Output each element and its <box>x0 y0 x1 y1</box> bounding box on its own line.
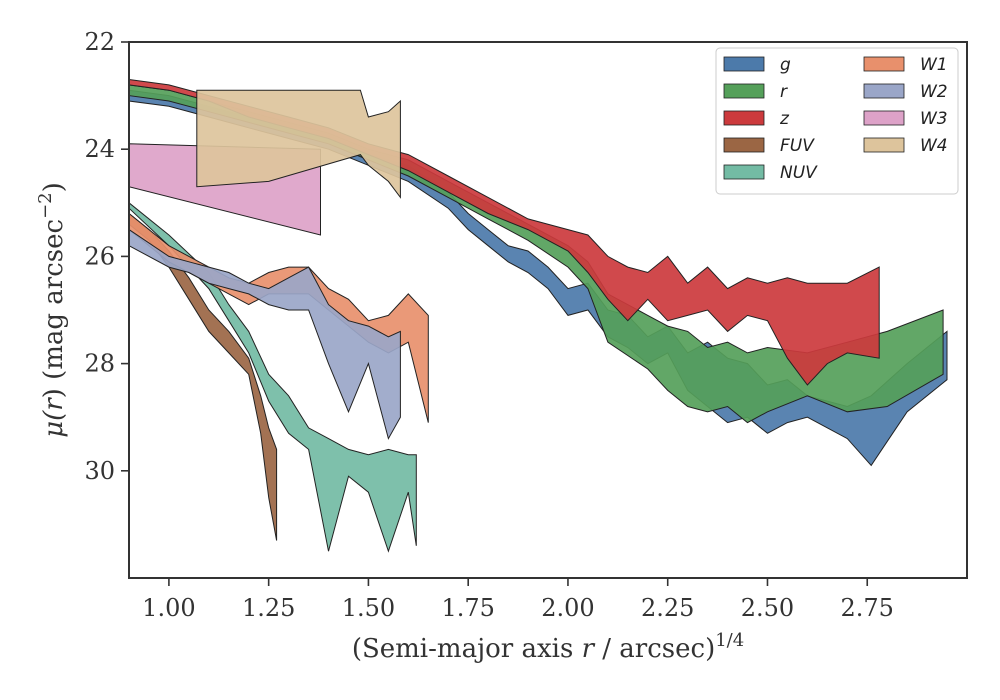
legend-swatch-w1 <box>863 56 905 72</box>
y-tick-label: 28 <box>84 350 115 378</box>
x-tick-label: 2.25 <box>641 594 694 622</box>
y-axis-ticks: 22 24 26 28 30 <box>84 28 129 485</box>
legend-swatch-w2 <box>863 83 905 99</box>
y-tick-label: 30 <box>84 457 115 485</box>
legend-swatch-fuv <box>723 137 765 153</box>
legend-swatch-z <box>723 110 765 126</box>
legend-label-z: z <box>779 109 790 129</box>
legend-swatch-w4 <box>863 137 905 153</box>
legend-swatch-g <box>723 56 765 72</box>
y-axis-label: μ(r) (mag arcsec−2) <box>35 182 69 438</box>
legend-label-w1: W1 <box>920 55 948 75</box>
x-tick-label: 1.75 <box>441 594 494 622</box>
x-axis-ticks: 1.00 1.25 1.50 1.75 2.00 2.25 2.50 2.75 <box>142 578 894 622</box>
legend-swatch-w3 <box>863 110 905 126</box>
legend-label-w4: W4 <box>920 136 948 156</box>
x-axis-label: (Semi-major axis r / arcsec)1/4 <box>352 630 744 664</box>
x-tick-label: 2.75 <box>841 594 894 622</box>
legend-label-r: r <box>780 82 788 102</box>
legend-items: grz FUV NUV W1 W2 W3 W4 <box>723 55 948 183</box>
legend-label-nuv: NUV <box>780 163 818 183</box>
series-area-w4 <box>196 89 401 199</box>
series-area-fuv <box>128 212 278 541</box>
legend-label-w2: W2 <box>920 82 948 102</box>
x-tick-label: 2.50 <box>741 594 794 622</box>
legend: grz FUV NUV W1 W2 W3 W4 <box>715 47 959 195</box>
x-tick-label: 1.00 <box>142 594 195 622</box>
y-tick-label: 22 <box>84 28 115 56</box>
series-area-nuv <box>128 201 417 553</box>
series-areas <box>128 78 948 553</box>
legend-label-fuv: FUV <box>780 136 815 156</box>
legend-swatch-nuv <box>723 164 765 180</box>
legend-label-w3: W3 <box>920 109 948 129</box>
x-tick-label: 1.50 <box>342 594 395 622</box>
x-tick-label: 2.00 <box>541 594 594 622</box>
plot-frame <box>128 41 968 579</box>
legend-swatch-r <box>723 83 765 99</box>
series-area-z <box>128 78 880 386</box>
x-tick-label: 1.25 <box>242 594 295 622</box>
y-tick-label: 26 <box>84 242 115 270</box>
series-area-w2 <box>128 228 401 440</box>
legend-label-g: g <box>780 55 791 75</box>
y-tick-label: 24 <box>84 135 115 163</box>
